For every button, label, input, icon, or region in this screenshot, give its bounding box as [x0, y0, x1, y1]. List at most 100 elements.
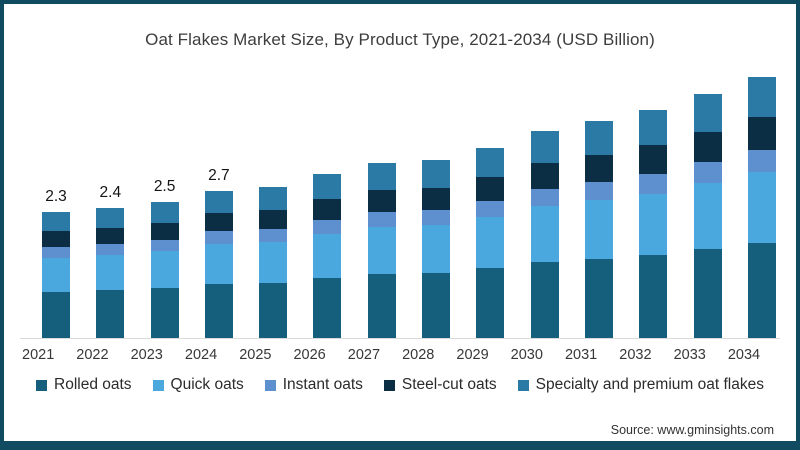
legend-swatch-icon [383, 379, 395, 391]
stacked-bar-2023: 2.5 [150, 178, 179, 338]
segment-rolled-oats-2024 [204, 284, 233, 338]
x-tick-2033: 2033 [673, 347, 706, 363]
x-tick-2025: 2025 [239, 347, 272, 363]
segment-steel-cut-oats-2026 [313, 199, 342, 220]
segment-rolled-oats-2022 [96, 290, 125, 338]
stacked-bar-2021: 2.3 [42, 188, 70, 338]
segment-specialty-and-premium-oat-flakes-2029 [476, 148, 505, 177]
segment-rolled-oats-2028 [422, 273, 451, 338]
segment-specialty-and-premium-oat-flakes-2024 [204, 191, 233, 213]
segment-rolled-oats-2021 [42, 292, 70, 338]
legend-swatch-icon [517, 379, 529, 391]
legend-item-steel-cut-oats: Steel-cut oats [383, 376, 497, 394]
legend-item-instant-oats: Instant oats [264, 376, 363, 394]
segment-rolled-oats-2029 [476, 268, 505, 338]
segment-steel-cut-oats-2029 [476, 177, 505, 201]
segment-steel-cut-oats-2030 [530, 163, 559, 189]
segment-instant-oats-2032 [639, 174, 668, 194]
segment-steel-cut-oats-2027 [367, 190, 396, 212]
segment-steel-cut-oats-2034 [747, 117, 776, 150]
legend-swatch-icon [36, 379, 47, 391]
segment-specialty-and-premium-oat-flakes-2027 [367, 163, 396, 190]
segment-specialty-and-premium-oat-flakes-2028 [422, 160, 451, 188]
x-tick-2021: 2021 [22, 347, 55, 363]
legend-label: Quick oats [170, 376, 244, 393]
segment-specialty-and-premium-oat-flakes-2022 [96, 208, 125, 228]
segment-quick-oats-2027 [367, 227, 396, 274]
legend-swatch-icon [264, 379, 276, 391]
segment-quick-oats-2033 [693, 183, 722, 249]
x-tick-2026: 2026 [293, 347, 326, 363]
stacked-bar-2029 [476, 148, 505, 338]
legend-label: Steel-cut oats [401, 376, 497, 393]
segment-instant-oats-2021 [42, 247, 70, 258]
legend-label: Rolled oats [54, 376, 132, 393]
segment-steel-cut-oats-2032 [639, 145, 668, 174]
stacked-bar-2025 [259, 187, 288, 338]
segment-instant-oats-2023 [150, 240, 179, 251]
segment-quick-oats-2022 [96, 255, 125, 290]
legend-label: Specialty and premium oat flakes [535, 376, 764, 393]
stacked-bar-2026 [313, 174, 342, 338]
segment-steel-cut-oats-2033 [693, 132, 722, 162]
plot-area: 2.3 2.4 2.5 2.7 [24, 68, 776, 338]
segment-specialty-and-premium-oat-flakes-2021 [42, 212, 70, 231]
segment-instant-oats-2033 [693, 162, 722, 183]
segment-rolled-oats-2033 [693, 249, 722, 338]
segment-instant-oats-2028 [422, 210, 451, 225]
legend-swatch-icon [152, 379, 164, 391]
x-tick-2029: 2029 [456, 347, 489, 363]
segment-rolled-oats-2031 [584, 259, 613, 338]
segment-instant-oats-2027 [367, 212, 396, 227]
segment-quick-oats-2030 [530, 206, 559, 262]
segment-instant-oats-2024 [204, 231, 233, 244]
segment-specialty-and-premium-oat-flakes-2026 [313, 174, 342, 199]
bars-row: 2.3 2.4 2.5 2.7 [42, 68, 776, 338]
segment-steel-cut-oats-2023 [150, 223, 179, 240]
segment-specialty-and-premium-oat-flakes-2033 [693, 94, 722, 132]
x-tick-2034: 2034 [727, 347, 761, 363]
stacked-bar-2022: 2.4 [96, 184, 125, 338]
segment-quick-oats-2034 [747, 172, 776, 243]
chart-title: Oat Flakes Market Size, By Product Type,… [145, 30, 655, 49]
segment-steel-cut-oats-2021 [42, 231, 70, 247]
stacked-bar-2031 [584, 121, 613, 338]
segment-specialty-and-premium-oat-flakes-2034 [747, 77, 776, 117]
stacked-bar-2032 [639, 110, 668, 338]
segment-instant-oats-2029 [476, 201, 505, 217]
segment-instant-oats-2030 [530, 189, 559, 206]
segment-instant-oats-2022 [96, 244, 125, 255]
segment-quick-oats-2024 [204, 244, 233, 284]
source-attribution: Source: www.gminsights.com [610, 423, 774, 437]
segment-quick-oats-2025 [259, 242, 288, 283]
legend: Rolled oats Quick oats Instant oats Steel-c… [36, 376, 764, 394]
bar-value-label-2021: 2.3 [45, 188, 67, 205]
x-tick-2024: 2024 [184, 347, 218, 363]
segment-rolled-oats-2025 [259, 283, 288, 338]
segment-instant-oats-2031 [584, 182, 613, 200]
segment-quick-oats-2026 [313, 234, 342, 278]
legend-item-quick-oats: Quick oats [152, 376, 244, 394]
stacked-bar-2030 [530, 131, 559, 338]
segment-quick-oats-2028 [422, 225, 451, 273]
segment-quick-oats-2023 [150, 251, 179, 288]
x-tick-2028: 2028 [402, 347, 435, 363]
segment-rolled-oats-2034 [747, 243, 776, 338]
segment-rolled-oats-2023 [150, 288, 179, 338]
legend-item-specialty-and-premium-oat-flakes: Specialty and premium oat flakes [517, 376, 764, 394]
stacked-bar-2024: 2.7 [204, 167, 233, 338]
segment-instant-oats-2034 [747, 150, 776, 172]
stacked-bar-2028 [422, 160, 451, 338]
segment-specialty-and-premium-oat-flakes-2023 [150, 202, 179, 223]
legend-label: Instant oats [282, 376, 363, 393]
segment-quick-oats-2031 [584, 200, 613, 259]
segment-steel-cut-oats-2024 [204, 213, 233, 231]
x-tick-2023: 2023 [130, 347, 163, 363]
segment-quick-oats-2021 [42, 258, 70, 292]
segment-quick-oats-2029 [476, 217, 505, 268]
segment-steel-cut-oats-2022 [96, 228, 125, 244]
stacked-bar-2034 [747, 77, 776, 338]
segment-instant-oats-2025 [259, 229, 288, 242]
stacked-bar-2027 [367, 163, 396, 338]
